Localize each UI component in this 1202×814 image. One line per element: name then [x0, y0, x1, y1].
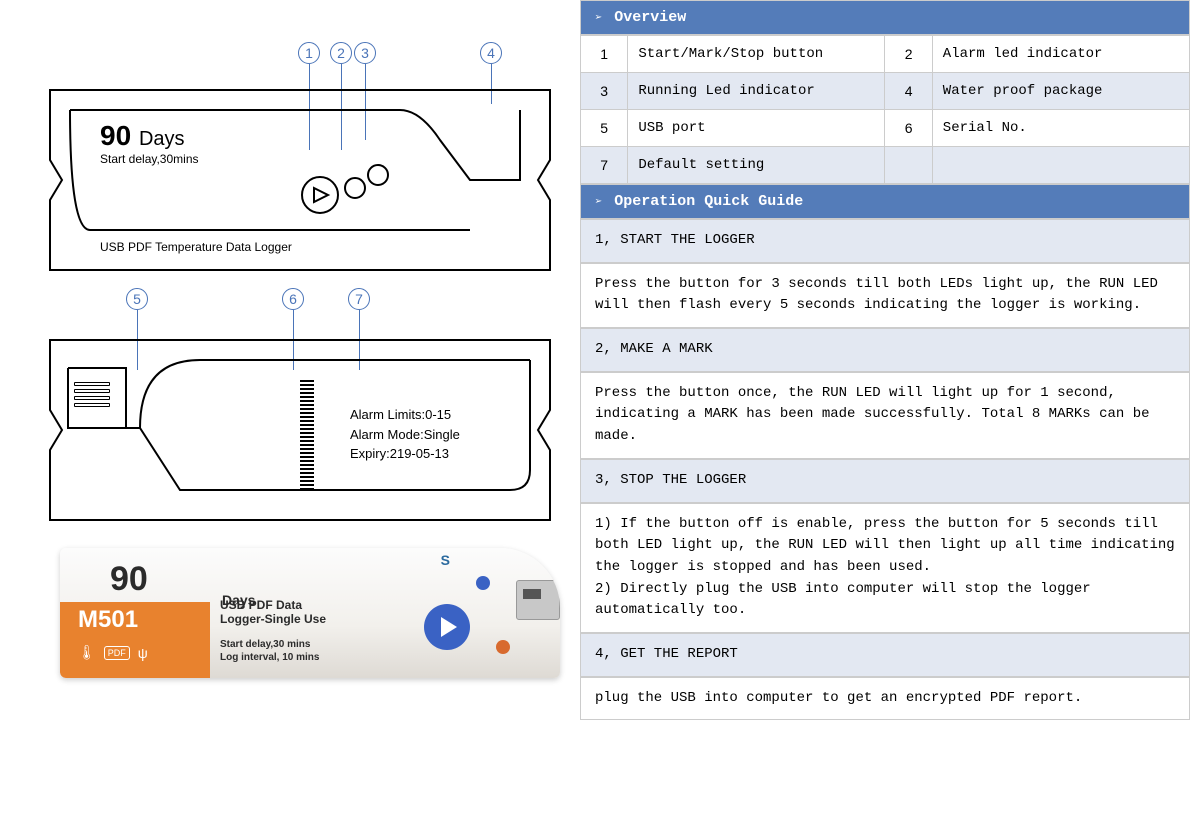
cell-num: 7 [581, 147, 628, 184]
device-photo: 90 Days M501 USB PDF Data Logger-Single … [60, 548, 560, 678]
photo-icons: 🌡 PDF ψ [78, 644, 148, 661]
callout-1: 1 [298, 42, 320, 64]
table-row: 3 Running Led indicator 4 Water proof pa… [581, 73, 1190, 110]
callout-7: 7 [348, 288, 370, 310]
cell-desc: Alarm led indicator [932, 36, 1189, 73]
alarm-mode: Alarm Mode:Single [350, 425, 460, 445]
step3-header: 3, STOP THE LOGGER [580, 459, 1190, 503]
cell-desc: Water proof package [932, 73, 1189, 110]
cell-num: 6 [885, 110, 932, 147]
overview-header: ➢ Overview [580, 0, 1190, 35]
device-days: Days [139, 128, 185, 150]
device-start-delay: Start delay,30mins [100, 152, 199, 166]
photo-model: M501 [78, 606, 138, 634]
device-90days: 90 Days [100, 120, 185, 152]
arrow-icon: ➢ [595, 194, 602, 209]
callout-4: 4 [480, 42, 502, 64]
alarm-limits: Alarm Limits:0-15 [350, 405, 460, 425]
device-90: 90 [100, 120, 131, 151]
cell-num: 5 [581, 110, 628, 147]
left-diagram-panel: 1 2 3 4 90 Days Start delay,30mins USB P… [0, 0, 580, 814]
overview-table: 1 Start/Mark/Stop button 2 Alarm led ind… [580, 35, 1190, 184]
overview-title: Overview [614, 9, 686, 26]
step4-body: plug the USB into computer to get an enc… [580, 677, 1190, 721]
photo-start: Start delay,30 mins Log interval, 10 min… [220, 638, 319, 664]
photo-desc: USB PDF Data Logger-Single Use [220, 598, 326, 627]
photo-90: 90 [110, 560, 148, 599]
usb-icon: ψ [138, 645, 148, 661]
back-labels: Alarm Limits:0-15 Alarm Mode:Single Expi… [350, 405, 460, 464]
barcode-icon [300, 380, 314, 490]
pdf-icon: PDF [104, 646, 130, 660]
blue-dot-icon [476, 576, 490, 590]
orange-dot-icon [496, 640, 510, 654]
device-front-diagram: 90 Days Start delay,30mins USB PDF Tempe… [40, 80, 560, 280]
cell-desc: Running Led indicator [628, 73, 885, 110]
arrow-icon: ➢ [595, 10, 602, 25]
cell-num: 2 [885, 36, 932, 73]
usb-port-icon [74, 382, 110, 410]
expiry: Expiry:219-05-13 [350, 444, 460, 464]
callout-3: 3 [354, 42, 376, 64]
logo-s: S [441, 552, 450, 568]
device-footer: USB PDF Temperature Data Logger [100, 240, 292, 254]
step1-body: Press the button for 3 seconds till both… [580, 263, 1190, 328]
cell-num: 4 [885, 73, 932, 110]
table-row: 1 Start/Mark/Stop button 2 Alarm led ind… [581, 36, 1190, 73]
cell-desc: Serial No. [932, 110, 1189, 147]
device-back-diagram: Alarm Limits:0-15 Alarm Mode:Single Expi… [40, 330, 560, 530]
usb-plug-icon [516, 580, 560, 620]
step1-header: 1, START THE LOGGER [580, 219, 1190, 263]
cell-num [885, 147, 932, 184]
step2-header: 2, MAKE A MARK [580, 328, 1190, 372]
cell-desc: USB port [628, 110, 885, 147]
step4-header: 4, GET THE REPORT [580, 633, 1190, 677]
callout-6: 6 [282, 288, 304, 310]
cell-num: 3 [581, 73, 628, 110]
table-row: 5 USB port 6 Serial No. [581, 110, 1190, 147]
callout-5: 5 [126, 288, 148, 310]
back-callouts: 5 6 7 [20, 280, 570, 330]
cell-desc [932, 147, 1189, 184]
table-row: 7 Default setting [581, 147, 1190, 184]
step3-body: 1) If the button off is enable, press th… [580, 503, 1190, 633]
callout-2: 2 [330, 42, 352, 64]
cell-desc: Default setting [628, 147, 885, 184]
play-button-icon [424, 604, 470, 650]
right-text-panel: ➢ Overview 1 Start/Mark/Stop button 2 Al… [580, 0, 1190, 814]
cell-desc: Start/Mark/Stop button [628, 36, 885, 73]
guide-title: Operation Quick Guide [614, 193, 803, 210]
front-callouts: 1 2 3 4 [20, 20, 570, 80]
thermometer-icon: 🌡 [78, 644, 96, 661]
step2-body: Press the button once, the RUN LED will … [580, 372, 1190, 459]
cell-num: 1 [581, 36, 628, 73]
guide-header: ➢ Operation Quick Guide [580, 184, 1190, 219]
